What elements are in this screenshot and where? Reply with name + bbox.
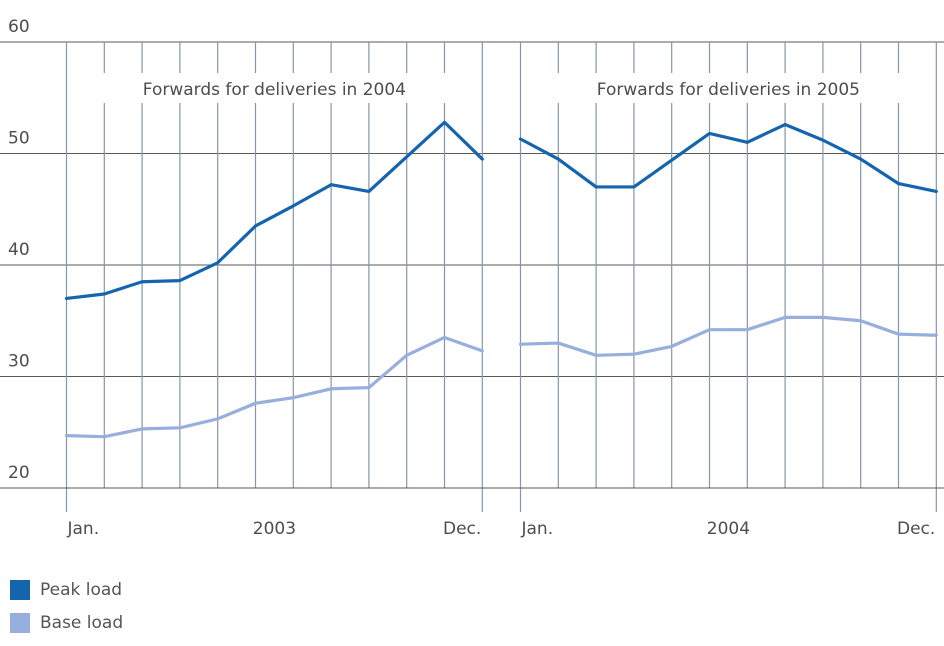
legend-item-peak-load: Peak load xyxy=(10,580,123,600)
series-line-p2-base-load xyxy=(518,315,938,357)
y-tick-label-60: 60 xyxy=(8,17,30,37)
x-label-p1-start: Jan. xyxy=(67,519,100,539)
panel-title-bg-2 xyxy=(543,73,914,103)
legend-label-peak-load: Peak load xyxy=(40,580,123,600)
legend-swatch-peak-load xyxy=(10,580,30,600)
legend-swatch-base-load xyxy=(10,613,30,633)
y-tick-label-30: 30 xyxy=(8,352,30,372)
series-line-p1-base-load xyxy=(64,335,484,439)
series-line-p1-peak-load xyxy=(64,120,484,301)
legend-item-base-load: Base load xyxy=(10,613,123,633)
x-label-p1-end: Dec. xyxy=(443,519,481,539)
x-label-p1-year: 2003 xyxy=(253,519,296,539)
legend: Peak load Base load xyxy=(10,580,123,646)
y-tick-label-50: 50 xyxy=(8,129,30,149)
forwards-chart: 20 30 40 50 60 Jan. 2003 Dec. Forwards for deliv… xyxy=(0,17,944,539)
x-label-p2-start: Jan. xyxy=(521,519,554,539)
x-label-p2-end: Dec. xyxy=(897,519,935,539)
panel-title-bg-1 xyxy=(89,73,460,103)
legend-label-base-load: Base load xyxy=(40,613,124,633)
panel-title-2: Forwards for deliveries in 2005 xyxy=(597,80,860,100)
y-tick-label-20: 20 xyxy=(8,463,30,483)
y-tick-label-40: 40 xyxy=(8,240,30,260)
panel-title-1: Forwards for deliveries in 2004 xyxy=(143,80,406,100)
x-label-p2-year: 2004 xyxy=(707,519,750,539)
series-line-p2-peak-load xyxy=(518,122,938,194)
